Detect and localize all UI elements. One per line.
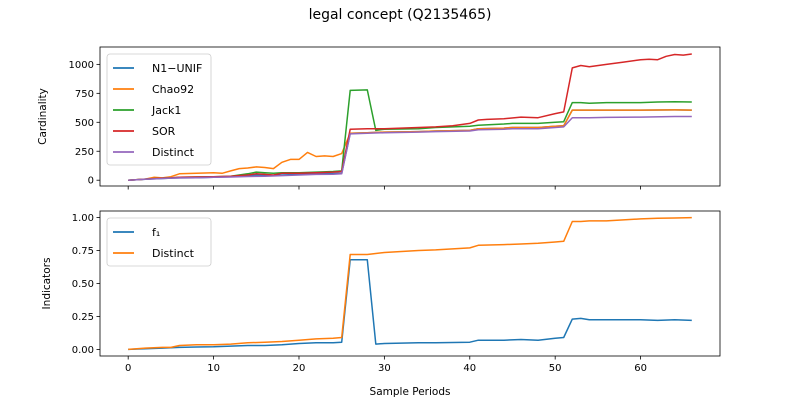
- legend-label-0: N1−UNIF: [152, 62, 202, 75]
- legend-label-1: Distinct: [152, 247, 195, 260]
- legend-label-3: SOR: [152, 125, 176, 138]
- y-tick-label: 750: [75, 89, 94, 100]
- x-tick-label: 30: [378, 363, 391, 374]
- x-tick-label: 50: [549, 363, 562, 374]
- y-tick-label: 500: [75, 118, 94, 129]
- y-tick-label: 0.25: [72, 312, 94, 323]
- bottom-panel: 0 10 20 30 40 50 60 0.00 0.25 0.50 0.75 1.00 Indicat…: [41, 210, 721, 398]
- y-axis-label: Indicators: [41, 258, 53, 310]
- y-tick-label: 0: [88, 176, 94, 187]
- y-tick-label: 1000: [69, 60, 94, 71]
- chart-title: legal concept (Q2135465): [309, 7, 492, 23]
- x-axis-label: Sample Periods: [370, 386, 451, 398]
- x-tick-label: 60: [634, 363, 647, 374]
- series-line-2: [128, 89, 692, 181]
- y-tick-label: 0.50: [72, 279, 94, 290]
- legend-label-2: Jack1: [151, 104, 181, 117]
- series-line-1: [128, 109, 692, 181]
- series-line-3: [128, 53, 692, 181]
- x-tick-label: 20: [293, 363, 306, 374]
- y-tick-label: 0.75: [72, 246, 94, 257]
- series-line-0: [128, 109, 692, 181]
- legend-box: [106, 217, 212, 267]
- series-line-4: [128, 115, 692, 181]
- y-tick-label: 1.00: [72, 213, 94, 224]
- top-panel: 0 250 500 750 1000 Cardinality N1−UNIF Chao92 Ja…: [37, 46, 721, 190]
- legend-label-0: f₁: [152, 226, 160, 239]
- y-tick-label: 0.00: [72, 345, 94, 356]
- legend-label-1: Chao92: [152, 83, 194, 96]
- y-tick-label: 250: [75, 147, 94, 158]
- x-tick-label: 10: [207, 363, 220, 374]
- series-line-0: [128, 259, 692, 351]
- legend-box: [106, 53, 212, 166]
- axes-frame: [99, 46, 721, 187]
- x-tick-label: 40: [463, 363, 476, 374]
- x-tick-label: 0: [125, 363, 131, 374]
- y-axis-label: Cardinality: [37, 88, 49, 145]
- series-line-1: [128, 216, 692, 351]
- legend-label-4: Distinct: [152, 146, 195, 159]
